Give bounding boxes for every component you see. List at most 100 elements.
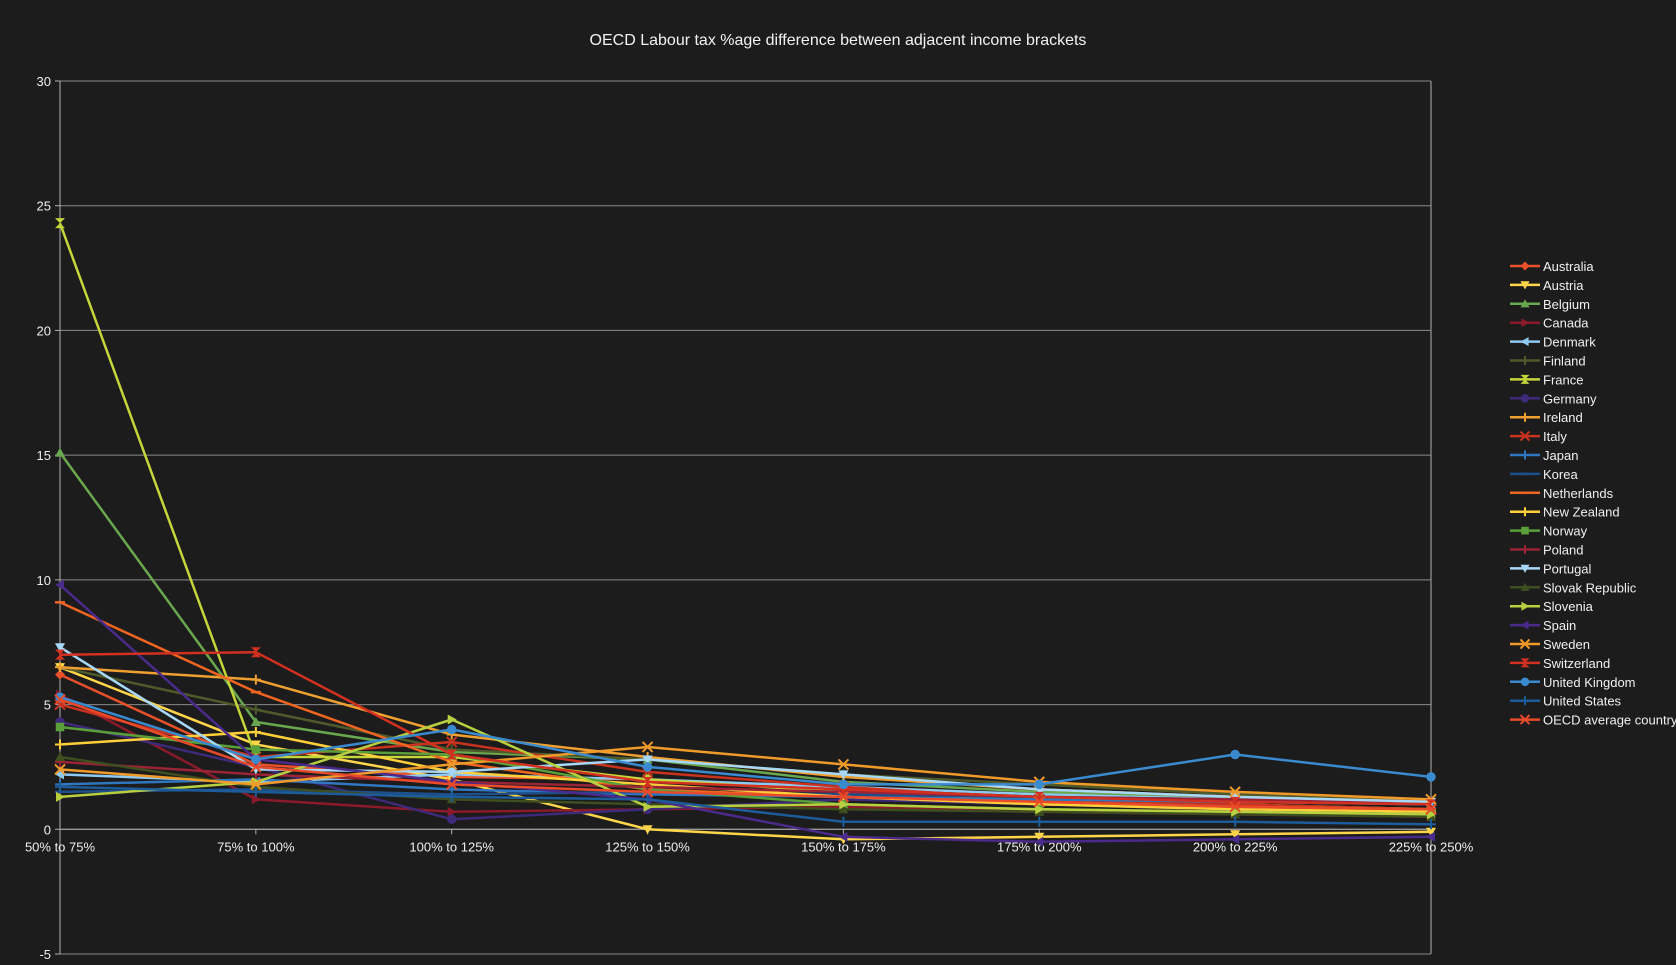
series-france <box>55 218 1436 815</box>
legend-entry-canada: Canada <box>1510 316 1589 331</box>
legend-label: Belgium <box>1543 297 1590 312</box>
legend-label: OECD average country <box>1543 713 1676 728</box>
data-point-united-states <box>642 794 653 805</box>
series-united-states <box>55 781 1436 830</box>
legend-entry-germany: Germany <box>1510 391 1597 406</box>
data-point-united-states <box>838 816 849 827</box>
legend-marker <box>1519 714 1531 725</box>
y-tick-label: 15 <box>37 448 51 463</box>
data-point-united-kingdom <box>251 754 261 765</box>
legend-marker <box>1520 696 1530 706</box>
data-point-oecd-average-country <box>1425 803 1437 816</box>
data-point-united-kingdom <box>1034 779 1045 790</box>
series-slovenia <box>56 714 1436 820</box>
legend-label: Portugal <box>1543 561 1592 576</box>
x-tick-label: 50% to 75% <box>25 839 96 854</box>
x-tick-label: 150% to 175% <box>801 839 886 854</box>
data-point-oecd-average-country <box>250 761 262 773</box>
legend-entry-austria: Austria <box>1510 278 1584 293</box>
data-point-italy <box>446 736 458 748</box>
data-point-norway <box>55 722 65 732</box>
legend-marker <box>1520 299 1530 308</box>
legend-marker <box>1520 337 1529 347</box>
legend-entry-japan: Japan <box>1510 448 1578 463</box>
y-tick-label: 30 <box>37 74 51 89</box>
data-point-spain <box>55 579 64 590</box>
legend-marker <box>1519 430 1531 442</box>
series-spain <box>55 579 1435 847</box>
legend-entry-slovenia: Slovenia <box>1510 599 1594 614</box>
data-point-new-zealand <box>55 739 65 750</box>
data-point-united-kingdom <box>838 779 849 790</box>
series-line-united-kingdom <box>59 695 1432 786</box>
data-point-oecd-average-country <box>54 693 66 706</box>
series-united-kingdom <box>55 692 1436 790</box>
legend-entry-united-kingdom: United Kingdom <box>1510 675 1636 690</box>
data-point-united-states <box>446 791 457 802</box>
series-line-france <box>58 222 1432 811</box>
legend-label: Korea <box>1543 467 1578 482</box>
data-point-sweden <box>1229 786 1241 798</box>
y-tick-label: 25 <box>37 199 51 214</box>
legend-marker <box>1521 601 1530 611</box>
data-point-belgium <box>250 717 261 727</box>
legend-marker <box>1520 545 1530 554</box>
legend-label: Denmark <box>1543 335 1596 350</box>
data-point-slovenia <box>1035 804 1045 815</box>
data-point-spain <box>1230 834 1240 845</box>
data-point-oecd-average-country <box>1033 796 1045 808</box>
x-tick-label: 225% to 250% <box>1389 839 1474 854</box>
legend-label: Canada <box>1543 316 1589 331</box>
data-point-ireland <box>250 674 261 685</box>
x-tick-label: 75% to 100% <box>217 839 295 854</box>
legend-marker <box>1520 658 1530 668</box>
data-point-switzerland <box>446 749 457 760</box>
legend-entry-denmark: Denmark <box>1510 335 1596 350</box>
legend-entry-korea: Korea <box>1510 467 1578 482</box>
data-point-spain <box>1034 836 1044 847</box>
legend-label: Poland <box>1543 543 1583 558</box>
legend-label: Finland <box>1543 354 1586 369</box>
data-point-austria <box>1034 832 1045 842</box>
series-line-spain <box>59 583 1432 844</box>
legend-label: Sweden <box>1543 637 1590 652</box>
data-point-sweden <box>641 741 654 753</box>
data-point-australia <box>55 669 65 680</box>
legend-label: Slovak Republic <box>1543 580 1637 595</box>
data-point-finland <box>250 704 261 715</box>
y-tick-labels: -5 0 5 10 15 20 25 30 <box>37 74 51 962</box>
legend-label: Spain <box>1543 618 1576 633</box>
legend-marker <box>1520 374 1530 384</box>
legend-entry-belgium: Belgium <box>1510 297 1590 312</box>
data-point-spain <box>1426 831 1435 842</box>
legend-entry-italy: Italy <box>1510 429 1567 444</box>
data-point-new-zealand <box>250 727 261 738</box>
legend-label: Japan <box>1543 448 1578 463</box>
series-switzerland <box>55 647 1436 810</box>
legend-entry-poland: Poland <box>1510 543 1583 558</box>
data-point-oecd-average-country <box>1229 801 1241 813</box>
data-point-austria <box>250 740 261 750</box>
series-line-oecd-average-country <box>59 698 1432 811</box>
legend-label: Norway <box>1543 524 1588 539</box>
legend-label: United Kingdom <box>1543 675 1636 690</box>
legend-marker <box>1519 638 1531 650</box>
data-point-germany <box>446 814 457 825</box>
series-line-sweden <box>59 745 1432 801</box>
data-point-sweden <box>446 758 458 771</box>
data-point-portugal <box>642 755 653 765</box>
data-point-canada <box>447 806 457 817</box>
data-point-switzerland <box>250 647 261 658</box>
data-point-united-kingdom <box>642 762 653 772</box>
legend-marker <box>1520 261 1530 271</box>
x-tick-label: 200% to 225% <box>1193 839 1278 854</box>
data-point-united-kingdom <box>1426 772 1436 782</box>
data-point-spain <box>838 831 848 842</box>
data-point-united-kingdom <box>1230 749 1240 760</box>
y-tick-label: 5 <box>44 698 51 713</box>
data-point-austria <box>1230 830 1241 840</box>
data-point-sweden <box>837 758 850 771</box>
data-point-slovenia <box>839 799 849 810</box>
data-point-slovak-republic <box>55 751 65 761</box>
x-tick-label: 175% to 200% <box>997 839 1082 854</box>
